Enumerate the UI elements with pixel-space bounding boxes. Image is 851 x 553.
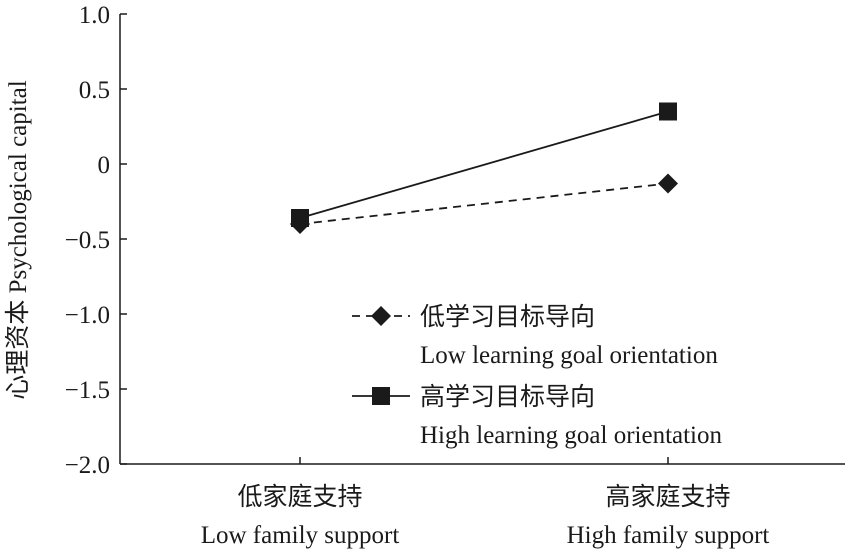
- y-axis-label: 心理资本 Psychological capital: [4, 80, 32, 399]
- x-tick-label-zh: 低家庭支持: [237, 483, 362, 511]
- data-point-diamond: [658, 173, 678, 194]
- legend-marker-square: [372, 387, 390, 405]
- y-tick-label: −2.0: [65, 452, 110, 479]
- x-tick-label-en: Low family support: [201, 522, 400, 549]
- data-point-square: [291, 209, 309, 227]
- legend-label-zh: 高学习目标导向: [420, 383, 595, 411]
- y-tick-label: −0.5: [65, 227, 110, 254]
- y-tick-label: 0.5: [79, 77, 110, 104]
- y-tick-label: −1.5: [65, 377, 110, 404]
- legend-label-zh: 低学习目标导向: [420, 303, 595, 331]
- series-line-0: [299, 182, 669, 225]
- x-tick-label-en: High family support: [567, 522, 770, 549]
- data-point-square: [659, 102, 677, 121]
- y-tick-label: 1.0: [79, 2, 110, 29]
- legend-label-en: High learning goal orientation: [420, 422, 723, 449]
- legend-label-en: Low learning goal orientation: [420, 342, 718, 369]
- x-tick-label-zh: 高家庭支持: [605, 483, 730, 511]
- y-tick-label: 0: [98, 152, 111, 179]
- series-line-1: [299, 110, 669, 219]
- y-tick-label: −1.0: [65, 302, 110, 329]
- legend-marker-diamond: [371, 306, 391, 326]
